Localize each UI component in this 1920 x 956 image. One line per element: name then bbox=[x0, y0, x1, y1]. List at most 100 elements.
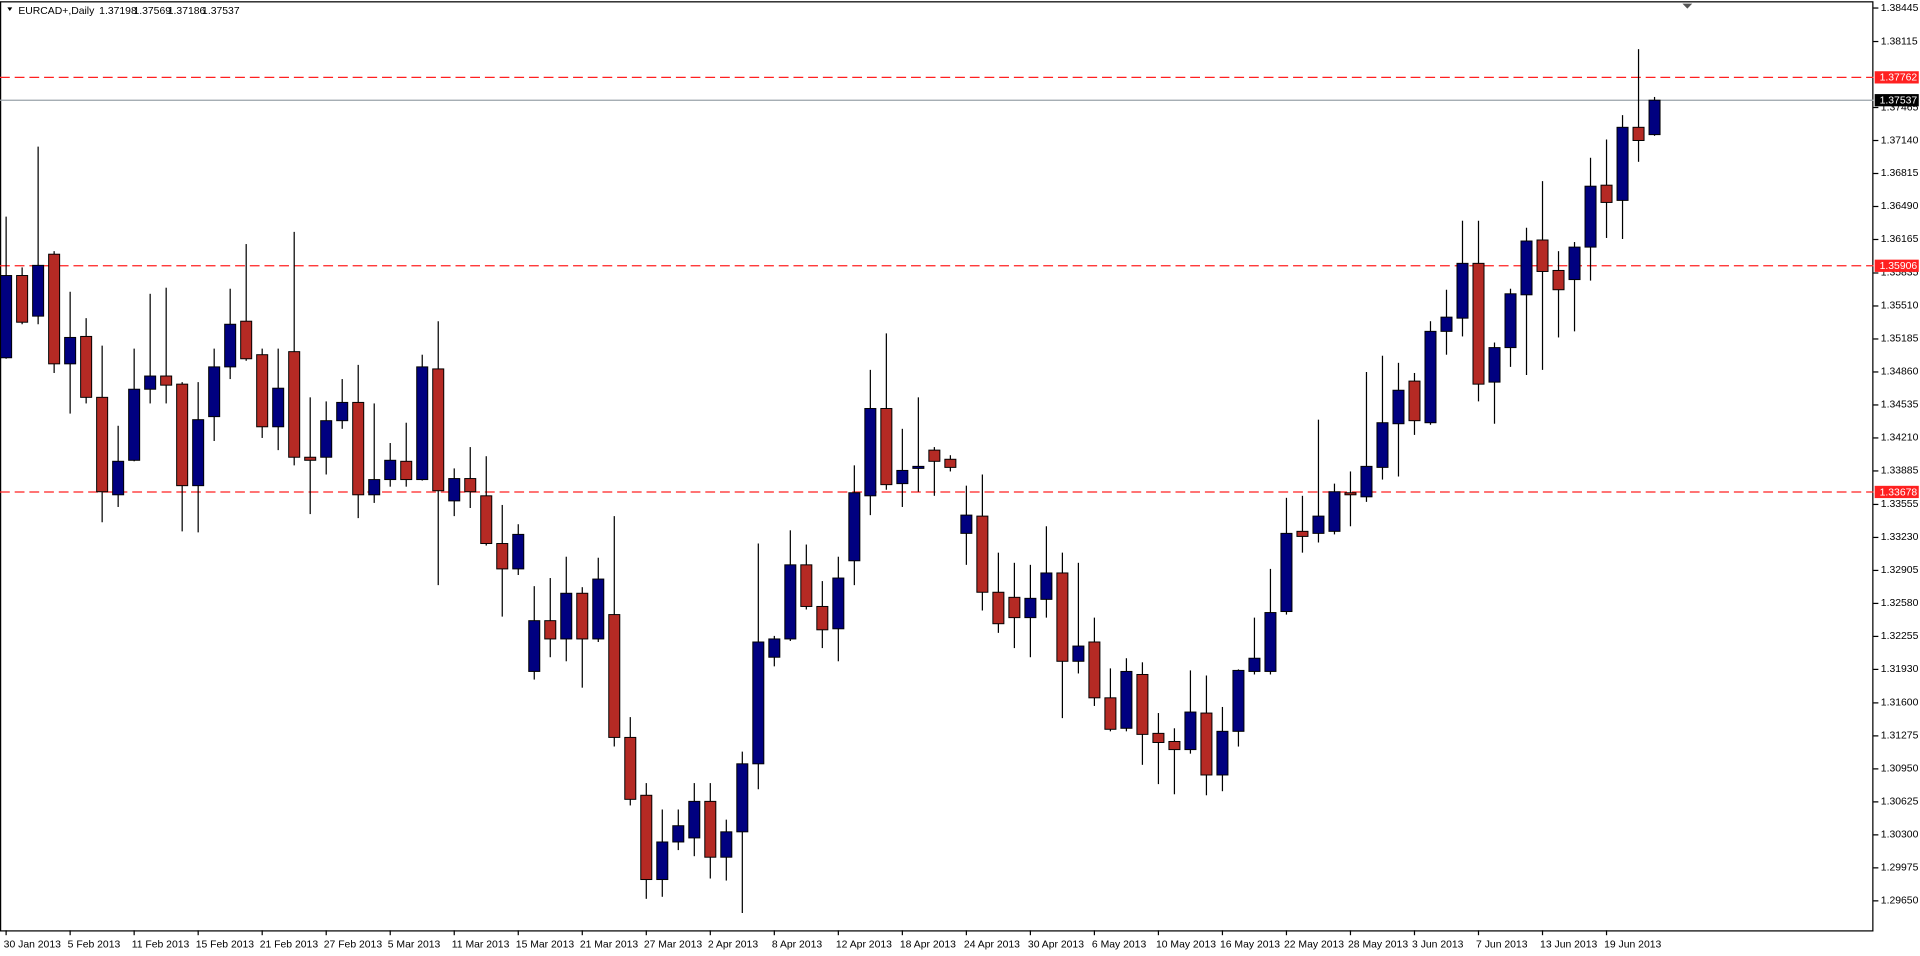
price-label: 1.37537 bbox=[1880, 96, 1918, 107]
candle-body bbox=[1152, 732, 1165, 743]
x-tick-label: 16 May 2013 bbox=[1220, 940, 1280, 951]
candle-body bbox=[448, 478, 461, 502]
candle-body bbox=[1488, 347, 1501, 383]
candle-body bbox=[1648, 99, 1661, 136]
y-tick-label: 1.31275 bbox=[1881, 731, 1919, 742]
y-tick-label: 1.35835 bbox=[1881, 268, 1919, 279]
candle-body bbox=[208, 366, 221, 418]
x-tick-label: 6 May 2013 bbox=[1092, 940, 1147, 951]
candle-body bbox=[304, 456, 317, 461]
x-tick-label: 10 May 2013 bbox=[1156, 940, 1216, 951]
candle-body bbox=[1408, 380, 1421, 422]
candle-body bbox=[1584, 185, 1597, 248]
header-high: 1.37569 bbox=[133, 6, 171, 17]
y-tick-label: 1.30300 bbox=[1881, 830, 1919, 841]
x-tick-label: 19 Jun 2013 bbox=[1604, 940, 1661, 951]
candle-body bbox=[1600, 184, 1613, 203]
candle-body bbox=[704, 800, 717, 858]
candle-body bbox=[992, 591, 1005, 625]
candle-body bbox=[544, 620, 557, 640]
candle-body bbox=[1424, 330, 1437, 424]
candle-body bbox=[0, 275, 13, 359]
header-close: 1.37537 bbox=[202, 6, 240, 17]
candle-body bbox=[480, 495, 493, 545]
candle-body bbox=[288, 351, 301, 458]
y-tick-label: 1.33230 bbox=[1881, 532, 1919, 543]
candle-body bbox=[176, 383, 189, 487]
candle-body bbox=[48, 253, 61, 365]
level-label-box bbox=[1874, 259, 1919, 272]
candle-body bbox=[1504, 293, 1517, 349]
x-tick-label: 21 Mar 2013 bbox=[580, 940, 639, 951]
candle-body bbox=[1328, 491, 1341, 532]
candle-body bbox=[784, 564, 797, 640]
candle-body bbox=[464, 478, 477, 493]
y-tick-label: 1.35185 bbox=[1881, 334, 1919, 345]
x-tick-label: 24 Apr 2013 bbox=[964, 940, 1020, 951]
candle-body bbox=[864, 408, 877, 497]
x-tick-label: 8 Apr 2013 bbox=[772, 940, 822, 951]
x-tick-label: 5 Mar 2013 bbox=[388, 940, 441, 951]
candle-body bbox=[832, 577, 845, 630]
x-tick-label: 22 May 2013 bbox=[1284, 940, 1344, 951]
candle-body bbox=[1520, 240, 1533, 296]
header-arrow bbox=[7, 7, 13, 12]
x-tick-label: 15 Mar 2013 bbox=[516, 940, 575, 951]
candle-body bbox=[224, 323, 237, 368]
candle-body bbox=[1120, 670, 1133, 729]
candle-body bbox=[1360, 465, 1373, 498]
candle-body bbox=[1456, 262, 1469, 319]
candle-body bbox=[1264, 612, 1277, 672]
candle-body bbox=[384, 459, 397, 481]
candle-body bbox=[1104, 697, 1117, 730]
candle-body bbox=[1040, 572, 1053, 600]
candle-body bbox=[768, 638, 781, 658]
candle-body bbox=[336, 401, 349, 422]
candle-body bbox=[112, 460, 125, 496]
candle-body bbox=[1632, 126, 1645, 141]
y-tick-label: 1.37465 bbox=[1881, 102, 1919, 113]
candle-body bbox=[320, 420, 333, 458]
candle-body bbox=[976, 515, 989, 593]
candle-body bbox=[848, 492, 861, 562]
candle-body bbox=[1568, 246, 1581, 281]
header-low: 1.37186 bbox=[168, 6, 206, 17]
y-tick-label: 1.35510 bbox=[1881, 301, 1919, 312]
candle-body bbox=[400, 460, 413, 481]
candle-body bbox=[496, 543, 509, 570]
candle-body bbox=[1472, 262, 1485, 385]
level-label: 1.33678 bbox=[1880, 487, 1918, 498]
y-tick-label: 1.36490 bbox=[1881, 201, 1919, 212]
header-symbol: EURCAD+,Daily bbox=[18, 6, 95, 17]
y-tick-label: 1.32905 bbox=[1881, 565, 1919, 576]
y-tick-label: 1.36815 bbox=[1881, 168, 1919, 179]
y-tick-label: 1.30950 bbox=[1881, 764, 1919, 775]
candle-body bbox=[896, 469, 909, 485]
candle-body bbox=[1536, 239, 1549, 272]
y-tick-label: 1.34210 bbox=[1881, 433, 1919, 444]
x-tick-label: 15 Feb 2013 bbox=[196, 940, 255, 951]
candle-body bbox=[912, 465, 925, 469]
candle-body bbox=[1024, 597, 1037, 619]
x-tick-label: 27 Mar 2013 bbox=[644, 940, 703, 951]
candle-body bbox=[672, 825, 685, 843]
x-tick-label: 2 Apr 2013 bbox=[708, 940, 758, 951]
candle-body bbox=[96, 396, 109, 493]
candle-body bbox=[1344, 492, 1357, 496]
x-tick-label: 3 Jun 2013 bbox=[1412, 940, 1464, 951]
candle-body bbox=[608, 614, 621, 738]
y-tick-label: 1.31600 bbox=[1881, 698, 1919, 709]
plot-frame bbox=[0, 1, 1874, 932]
x-tick-label: 28 May 2013 bbox=[1348, 940, 1408, 951]
candle-body bbox=[560, 592, 573, 640]
x-tick-label: 7 Jun 2013 bbox=[1476, 940, 1528, 951]
candle-body bbox=[80, 335, 93, 398]
x-tick-label: 30 Jan 2013 bbox=[4, 940, 61, 951]
candle-body bbox=[192, 419, 205, 487]
y-tick-label: 1.37140 bbox=[1881, 135, 1919, 146]
candle-body bbox=[256, 354, 269, 428]
candle-body bbox=[1168, 740, 1181, 751]
candle-body bbox=[368, 479, 381, 496]
candle-body bbox=[1136, 673, 1149, 735]
candle-body bbox=[736, 763, 749, 833]
